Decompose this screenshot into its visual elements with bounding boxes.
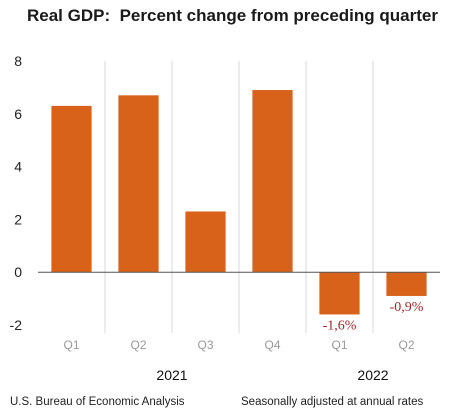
y-tick-label: 6 bbox=[14, 106, 22, 122]
chart-title: Real GDP: Percent change from preceding … bbox=[27, 6, 438, 25]
adjustment-note: Seasonally adjusted at annual rates bbox=[241, 396, 424, 408]
bar bbox=[386, 272, 427, 296]
bar bbox=[51, 105, 92, 273]
x-tick-label: Q1 bbox=[331, 338, 347, 352]
x-tick-label: Q1 bbox=[63, 338, 79, 352]
y-tick-label: 4 bbox=[14, 159, 22, 175]
y-tick-label: 8 bbox=[14, 53, 22, 69]
x-tick-label: Q3 bbox=[197, 338, 213, 352]
x-tick-label: Q2 bbox=[130, 338, 146, 352]
year-label: 2021 bbox=[156, 367, 187, 383]
y-tick-label: -2 bbox=[10, 317, 23, 333]
data-label: -1,6% bbox=[323, 318, 357, 333]
bar bbox=[185, 211, 226, 273]
bar bbox=[118, 95, 159, 273]
x-tick-label: Q2 bbox=[398, 338, 414, 352]
y-tick-label: 2 bbox=[14, 211, 22, 227]
x-tick-label: Q4 bbox=[264, 338, 280, 352]
year-label: 2022 bbox=[357, 367, 388, 383]
bar bbox=[319, 272, 360, 315]
data-label: -0,9% bbox=[390, 300, 424, 315]
source-note: U.S. Bureau of Economic Analysis bbox=[10, 396, 185, 408]
bar bbox=[252, 90, 293, 273]
y-tick-label: 0 bbox=[14, 264, 22, 280]
